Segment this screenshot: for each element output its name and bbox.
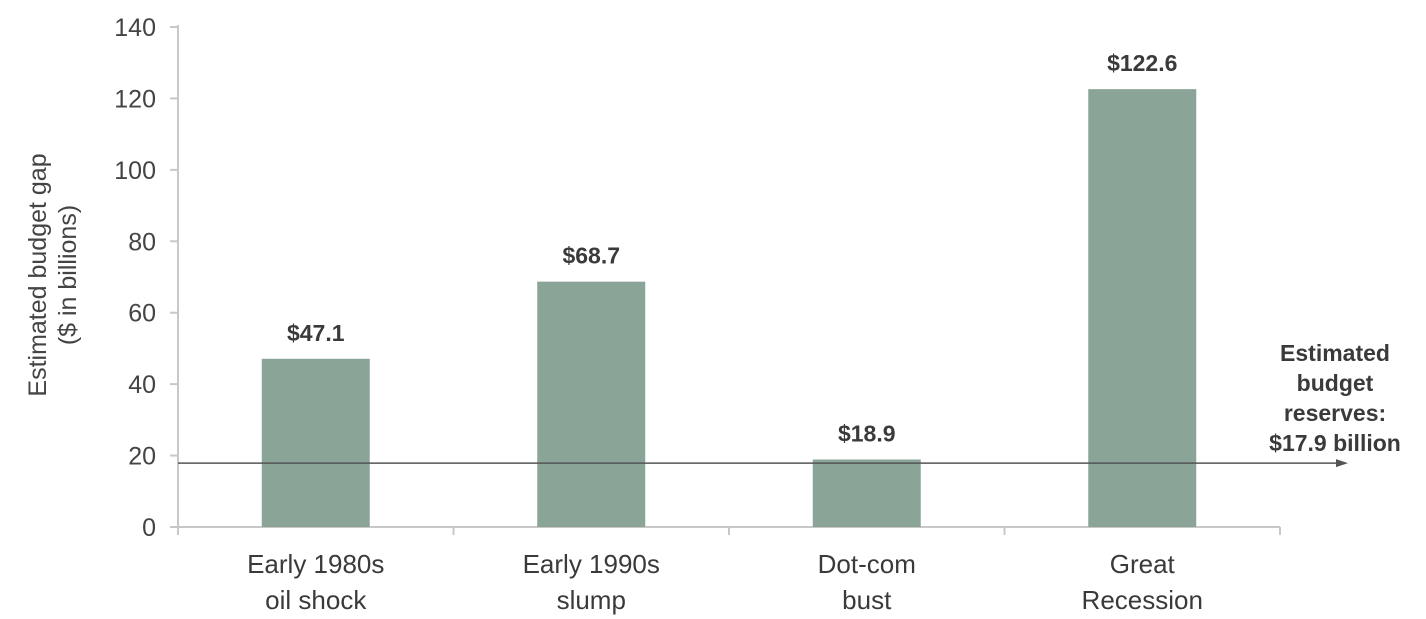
y-tick-label: 140 (114, 14, 156, 42)
category-label-line: oil shock (265, 585, 367, 615)
y-tick-label: 100 (114, 157, 156, 185)
reserves-reference: Estimated budget reserves: $17.9 billion (178, 340, 1401, 468)
category-label: Early 1980s oil shock (247, 549, 384, 615)
reserves-label-line: $17.9 billion (1269, 430, 1401, 456)
bars (261, 89, 1197, 528)
bar (537, 281, 646, 527)
y-tick-label: 120 (114, 85, 156, 113)
bar-data-label: $18.9 (838, 421, 896, 447)
y-tick-label: 0 (142, 514, 156, 542)
reserves-label: Estimated budget reserves: $17.9 billion (1269, 340, 1401, 456)
x-axis-labels: Early 1980s oil shock Early 1990s slump Dot-… (247, 549, 1203, 615)
category-label-line: bust (842, 585, 892, 615)
bar (261, 358, 370, 527)
reserves-label-line: reserves: (1284, 400, 1386, 426)
y-axis-title-text: Estimated budget gap($ in billions) (24, 153, 82, 396)
category-label-line: Great (1110, 549, 1176, 579)
bar (1088, 89, 1197, 528)
bar-data-label: $47.1 (287, 320, 345, 346)
y-axis-ticks: 0 20 40 60 80 100 120 140 (114, 14, 179, 542)
bar-data-label: $122.6 (1107, 50, 1177, 76)
data-labels: $47.1 $68.7 $18.9 $122.6 (287, 50, 1177, 446)
y-axis-title-line: ($ in billions) (54, 205, 82, 345)
reserves-label-line: Estimated (1280, 340, 1390, 366)
category-label: Great Recession (1082, 549, 1203, 615)
category-label-line: Early 1980s (247, 549, 384, 579)
y-tick-label: 20 (128, 443, 156, 471)
bar-data-label: $68.7 (562, 243, 620, 269)
y-axis-title: Estimated budget gap($ in billions) (24, 153, 82, 396)
y-tick-label: 80 (128, 228, 156, 256)
reserves-arrow-head (1336, 459, 1348, 468)
category-label-line: Early 1990s (523, 549, 660, 579)
category-label: Dot-com bust (818, 549, 916, 615)
category-label: Early 1990s slump (523, 549, 660, 615)
reserves-label-line: budget (1297, 370, 1374, 396)
category-label-line: slump (557, 585, 626, 615)
category-label-line: Recession (1082, 585, 1203, 615)
category-label-line: Dot-com (818, 549, 916, 579)
x-axis (177, 526, 1281, 535)
y-tick-label: 60 (128, 300, 156, 328)
bar (812, 459, 921, 527)
y-tick-label: 40 (128, 371, 156, 399)
y-axis-title-line: Estimated budget gap (24, 153, 52, 396)
